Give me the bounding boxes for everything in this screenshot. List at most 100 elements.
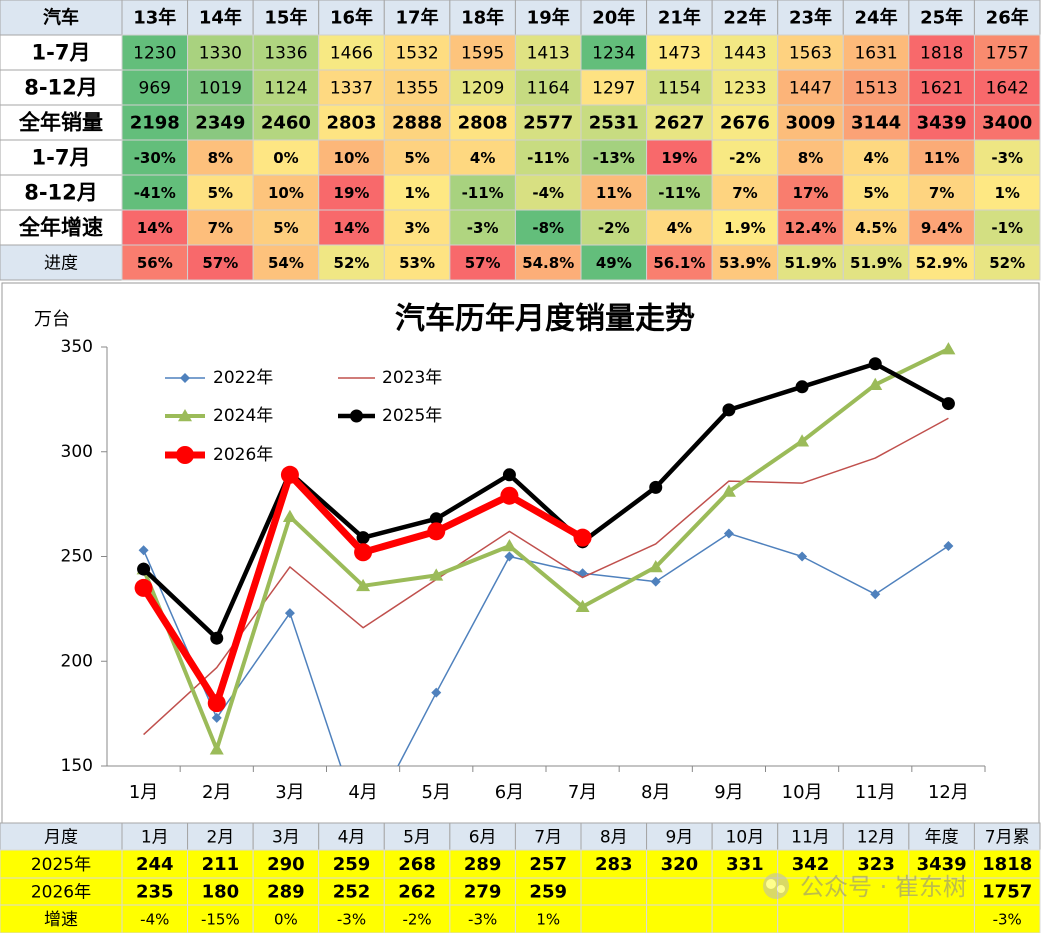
heat-cell bbox=[187, 174, 254, 211]
cell bbox=[121, 849, 189, 879]
legend-label: 2025年 bbox=[382, 406, 442, 426]
series-line bbox=[143, 417, 949, 736]
heat-cell bbox=[646, 34, 713, 71]
heat-cell bbox=[187, 34, 254, 71]
cell-value: 0% bbox=[274, 911, 298, 929]
cell-value: 342 bbox=[792, 854, 830, 875]
watermark-icon bbox=[766, 879, 776, 889]
heat-cell bbox=[383, 104, 451, 141]
marker bbox=[649, 480, 663, 494]
heat-cell bbox=[383, 139, 451, 176]
heat-cell bbox=[711, 34, 779, 71]
marker bbox=[941, 342, 956, 355]
cell-value: 2627 bbox=[654, 113, 704, 134]
marker bbox=[722, 403, 736, 417]
cell bbox=[252, 849, 320, 879]
heat-cell bbox=[121, 34, 189, 71]
cell-value: -4% bbox=[532, 184, 564, 202]
watermark-text: 公众号 · 崔东树 bbox=[800, 873, 967, 901]
header-cell bbox=[646, 822, 713, 851]
cell-value: 1% bbox=[404, 184, 429, 202]
cell-value: 320 bbox=[661, 854, 699, 875]
chart-title: 汽车历年月度销量走势 bbox=[395, 302, 695, 337]
cell bbox=[580, 904, 648, 933]
cell-value: 54% bbox=[268, 254, 304, 272]
cell-value: 289 bbox=[464, 854, 502, 875]
header-cell bbox=[449, 0, 516, 36]
header-text: 12月 bbox=[857, 828, 896, 848]
cell-value: 1532 bbox=[395, 44, 438, 64]
cell-value: 0% bbox=[273, 149, 298, 167]
x-tick-label: 12月 bbox=[928, 782, 969, 803]
cell-value: -2% bbox=[402, 911, 431, 929]
marker bbox=[280, 465, 299, 484]
top-table: 汽车 13年 14年 15年 16年 17年 18年 19年 20年 21年 22年 23年 24年 25… bbox=[0, 0, 1041, 281]
cell-value: 56% bbox=[137, 254, 173, 272]
cell-value: 14% bbox=[137, 219, 173, 237]
row-label: 进度 bbox=[44, 254, 78, 274]
cell-value: -2% bbox=[598, 219, 630, 237]
cell-value: 19% bbox=[661, 149, 697, 167]
header-cell bbox=[908, 0, 975, 36]
cell-value: 2808 bbox=[458, 113, 508, 134]
header-cell bbox=[383, 0, 451, 36]
cell bbox=[252, 904, 320, 933]
cell-value: 7% bbox=[929, 184, 954, 202]
header-text: 10月 bbox=[726, 828, 765, 848]
heat-cell bbox=[514, 244, 582, 281]
cell bbox=[187, 904, 254, 933]
cell bbox=[187, 849, 254, 879]
cell-value: 1818 bbox=[920, 44, 963, 64]
cell-value: 1595 bbox=[461, 44, 504, 64]
cell-value: 51.9% bbox=[850, 254, 902, 272]
header-text: 11月 bbox=[791, 828, 830, 848]
cell-value: -3% bbox=[337, 911, 366, 929]
header-text: 2月 bbox=[206, 828, 234, 848]
cell-value: 1337 bbox=[330, 79, 373, 99]
cell bbox=[777, 904, 844, 933]
marker bbox=[354, 543, 373, 562]
heat-cell bbox=[252, 209, 320, 246]
cell-value: 3400 bbox=[982, 113, 1032, 134]
heat-cell bbox=[252, 69, 320, 106]
cell bbox=[383, 849, 451, 879]
heat-cell bbox=[449, 104, 516, 141]
cell-value: 1355 bbox=[395, 79, 438, 99]
row-label: 2025年 bbox=[31, 855, 91, 875]
heat-cell bbox=[777, 104, 844, 141]
cell-value: 1413 bbox=[527, 44, 570, 64]
cell-value: 1154 bbox=[658, 79, 701, 99]
heat-cell bbox=[908, 244, 975, 281]
marker bbox=[941, 397, 955, 411]
marker bbox=[429, 512, 443, 526]
cell bbox=[842, 904, 910, 933]
header-text: 18年 bbox=[461, 7, 504, 29]
cell bbox=[580, 877, 648, 906]
cell-value: 57% bbox=[465, 254, 501, 272]
cell-value: 53% bbox=[399, 254, 435, 272]
marker bbox=[502, 539, 517, 552]
heat-cell bbox=[580, 69, 648, 106]
heat-cell bbox=[449, 139, 516, 176]
heat-cell bbox=[514, 69, 582, 106]
cell-value: 283 bbox=[595, 854, 633, 875]
heat-cell bbox=[449, 34, 516, 71]
x-tick-label: 6月 bbox=[495, 782, 524, 803]
header-cell bbox=[252, 822, 320, 851]
header-text: 9月 bbox=[665, 828, 693, 848]
heat-cell bbox=[711, 174, 779, 211]
cell-value: 10% bbox=[334, 149, 370, 167]
cell-value: 252 bbox=[333, 882, 371, 903]
cell bbox=[908, 904, 975, 933]
cell-value: 2460 bbox=[261, 113, 311, 134]
cell-value: 289 bbox=[267, 882, 305, 903]
legend-label: 2024年 bbox=[213, 406, 273, 426]
x-tick-label: 5月 bbox=[422, 782, 451, 803]
y-tick-label: 350 bbox=[61, 337, 93, 357]
cell-value: 1621 bbox=[920, 79, 963, 99]
cell-value: 56.1% bbox=[653, 254, 705, 272]
marker bbox=[795, 380, 809, 394]
heat-cell bbox=[383, 174, 451, 211]
series bbox=[138, 528, 954, 766]
header-cell bbox=[777, 0, 844, 36]
